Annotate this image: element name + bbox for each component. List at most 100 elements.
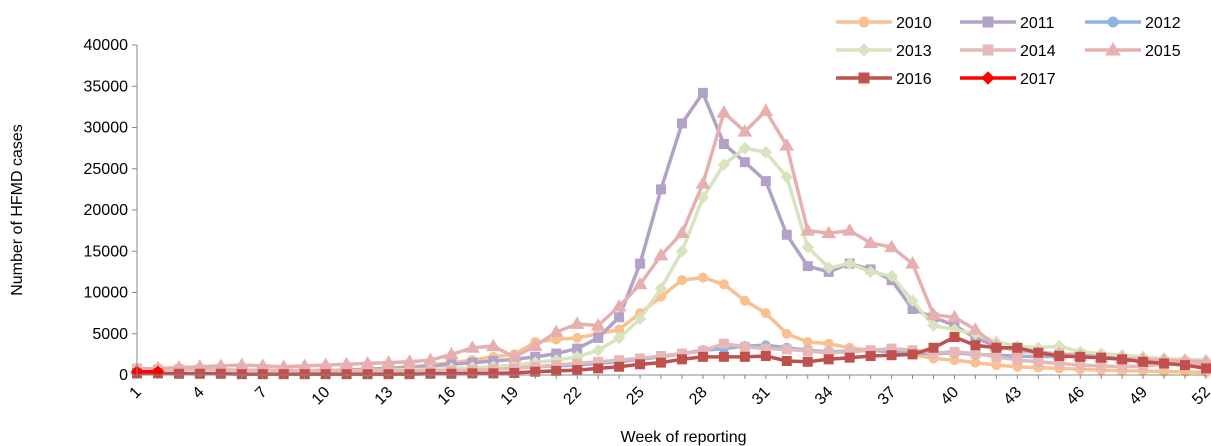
data-point (506, 349, 522, 362)
data-point (905, 256, 920, 269)
data-point (844, 352, 855, 363)
data-point (949, 332, 960, 343)
x-tick-label: 1 (127, 384, 145, 402)
data-point (716, 105, 732, 118)
data-point (635, 258, 646, 269)
data-point (697, 351, 708, 362)
data-point (1159, 358, 1170, 369)
data-point (1201, 363, 1211, 374)
series-line (136, 341, 1207, 373)
data-point (654, 282, 668, 295)
legend-label: 2017 (1020, 71, 1056, 88)
data-point (612, 331, 626, 345)
x-tick-label: 28 (686, 384, 711, 409)
data-point (842, 223, 858, 236)
data-point (781, 229, 792, 240)
x-tick-label: 16 (435, 384, 460, 409)
legend-item-2012: 2012 (1085, 15, 1181, 32)
data-point (697, 87, 708, 98)
data-point (800, 223, 816, 236)
data-point (864, 265, 877, 279)
data-point (695, 176, 711, 189)
data-point (676, 118, 687, 129)
x-tick-label: 10 (309, 384, 334, 409)
x-tick-label: 19 (498, 384, 523, 409)
data-point (949, 346, 960, 357)
series-2015 (129, 103, 1211, 375)
data-point (485, 338, 501, 352)
x-tick-label: 4 (189, 384, 207, 402)
data-point (970, 348, 981, 359)
data-point (611, 299, 627, 312)
data-point (593, 363, 604, 374)
data-point (865, 351, 876, 362)
y-ticks: 0 5000 10000 15000 20000 25000 30000 35000 40000 (84, 37, 137, 384)
data-point (970, 357, 981, 368)
data-point (843, 257, 856, 270)
x-tick-label: 22 (560, 384, 585, 409)
data-point (674, 225, 690, 239)
data-point (1105, 42, 1121, 56)
data-point (360, 355, 375, 369)
data-point (970, 340, 981, 351)
data-point (591, 344, 605, 357)
data-point (802, 337, 813, 347)
y-tick-label: 25000 (84, 161, 129, 178)
data-point (739, 341, 750, 352)
legend-item-2010: 2010 (836, 15, 932, 32)
data-point (381, 355, 396, 368)
x-tick-label: 25 (623, 384, 648, 409)
data-point (906, 294, 919, 307)
data-point (739, 157, 750, 168)
data-point (928, 342, 939, 353)
legend-item-2014: 2014 (960, 43, 1056, 60)
data-point (947, 309, 962, 323)
series-line (137, 335, 1207, 376)
y-tick-label: 35000 (84, 78, 129, 95)
series-line (137, 146, 1207, 375)
y-axis-title: Number of HFMD cases (9, 124, 26, 296)
series-line (136, 91, 1207, 376)
data-point (781, 355, 792, 366)
data-point (718, 139, 729, 149)
data-point (781, 344, 792, 355)
data-point (423, 352, 438, 366)
data-point (886, 350, 897, 361)
data-point (717, 158, 731, 171)
y-tick-label: 15000 (84, 243, 129, 260)
legend-label: 2013 (896, 43, 932, 60)
y-tick-label: 5000 (92, 326, 128, 343)
data-point (802, 261, 813, 272)
data-point (653, 247, 669, 261)
data-point (821, 225, 837, 239)
data-point (614, 312, 625, 323)
data-point (656, 184, 667, 195)
series-2011 (132, 87, 1211, 379)
data-point (926, 307, 941, 320)
data-point (718, 279, 729, 290)
legend-label: 2015 (1145, 43, 1181, 60)
data-point (907, 349, 918, 360)
data-point (885, 269, 898, 283)
data-point (527, 338, 543, 352)
data-point (551, 365, 562, 376)
data-point (760, 176, 771, 187)
data-point (1096, 352, 1107, 363)
x-tick-label: 46 (1063, 384, 1088, 409)
x-tick-label: 49 (1126, 384, 1151, 409)
data-point (633, 312, 647, 326)
legend-item-2011: 2011 (960, 15, 1055, 32)
data-point (697, 272, 708, 283)
data-point (718, 351, 729, 362)
x-axis-title: Week of reporting (621, 429, 747, 446)
data-point (781, 328, 792, 339)
data-point (464, 340, 480, 353)
data-point (863, 235, 879, 248)
data-point (927, 319, 940, 332)
x-tick-label: 31 (749, 384, 774, 409)
axes (136, 45, 1206, 376)
data-point (981, 71, 995, 85)
legend-label: 2011 (1020, 15, 1055, 32)
series-2013 (130, 141, 1211, 379)
